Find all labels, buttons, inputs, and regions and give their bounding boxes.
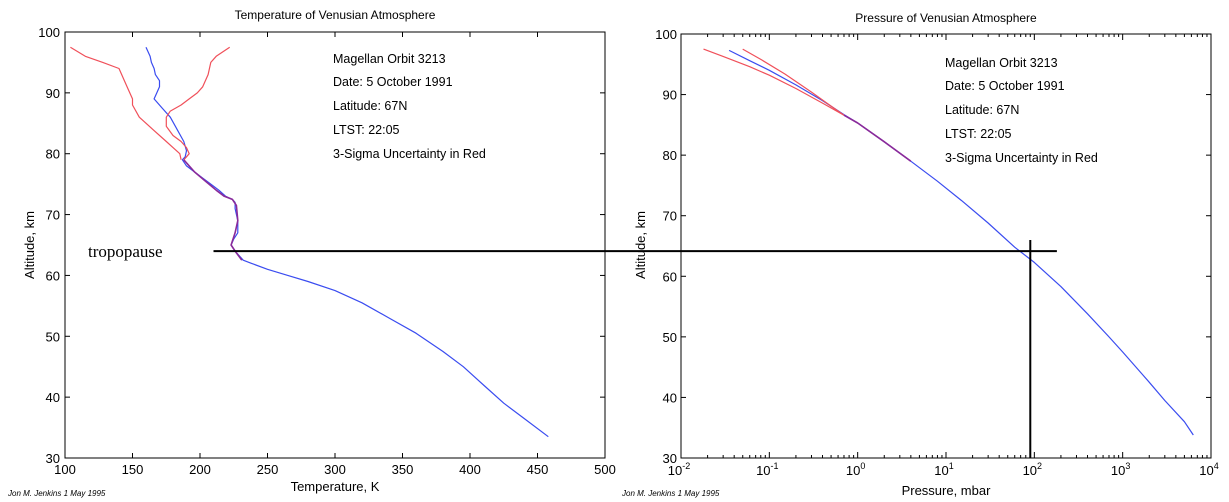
- y-tick-label: 60: [46, 268, 60, 283]
- y-tick-label: 50: [663, 330, 677, 345]
- temperature-x-ticks: 100 150 200 250 300 350 400 450 500: [54, 32, 616, 477]
- temperature-uncertainty-high-line: [165, 46, 231, 161]
- pressure-annotations: Magellan Orbit 3213 Date: 5 October 1991…: [945, 56, 1098, 165]
- annotation-latitude: Latitude: 67N: [333, 99, 407, 113]
- y-tick-label: 100: [655, 27, 677, 42]
- pressure-series: [703, 48, 1194, 436]
- pressure-x-ticks: 10-2 10-1 100 101 102 103 104: [668, 34, 1219, 478]
- x-tick-label: 500: [594, 462, 616, 477]
- temperature-panel: Temperature of Venusian Atmosphere 30 40 5…: [7, 8, 616, 498]
- y-tick-label: 80: [46, 147, 60, 162]
- y-tick-label: 40: [663, 390, 677, 405]
- x-tick-label: 104: [1199, 461, 1218, 478]
- temperature-y-axis-label: Altitude, km: [22, 211, 37, 279]
- pressure-credit: Jon M. Jenkins 1 May 1995: [621, 489, 720, 498]
- x-tick-label: 400: [459, 462, 481, 477]
- x-tick-label: 450: [527, 462, 549, 477]
- temperature-uncertainty-low-line: [70, 46, 182, 160]
- annotation-date: Date: 5 October 1991: [333, 75, 453, 89]
- annotation-latitude: Latitude: 67N: [945, 103, 1019, 117]
- temperature-series: [70, 46, 549, 438]
- annotation-orbit: Magellan Orbit 3213: [945, 56, 1058, 70]
- x-tick-label: 150: [122, 462, 144, 477]
- x-tick-label: 103: [1111, 461, 1130, 478]
- y-tick-label: 60: [663, 269, 677, 284]
- pressure-x-axis-label: Pressure, mbar: [902, 483, 992, 498]
- temperature-annotations: Magellan Orbit 3213 Date: 5 October 1991…: [333, 52, 486, 161]
- x-tick-label: 10-1: [756, 461, 778, 478]
- x-tick-label: 250: [257, 462, 279, 477]
- y-tick-label: 30: [663, 451, 677, 466]
- x-tick-label: 200: [189, 462, 211, 477]
- temperature-credit: Jon M. Jenkins 1 May 1995: [7, 489, 106, 498]
- y-tick-label: 100: [38, 25, 60, 40]
- y-tick-label: 30: [46, 451, 60, 466]
- y-tick-label: 70: [46, 208, 60, 223]
- x-tick-label: 100: [54, 462, 76, 477]
- y-tick-label: 80: [663, 148, 677, 163]
- y-tick-label: 70: [663, 209, 677, 224]
- temperature-chart-title: Temperature of Venusian Atmosphere: [235, 8, 436, 22]
- annotation-ltst: LTST: 22:05: [333, 123, 400, 137]
- temperature-x-axis-label: Temperature, K: [291, 479, 380, 494]
- annotation-date: Date: 5 October 1991: [945, 79, 1065, 93]
- x-tick-label: 102: [1023, 461, 1042, 478]
- pressure-plot-frame: [680, 33, 1212, 459]
- y-tick-label: 90: [663, 88, 677, 103]
- pressure-chart-title: Pressure of Venusian Atmosphere: [855, 11, 1037, 25]
- x-tick-label: 101: [934, 461, 953, 478]
- pressure-panel: Pressure of Venusian Atmosphere 30 40 50 60…: [621, 11, 1219, 498]
- x-tick-label: 300: [324, 462, 346, 477]
- annotation-orbit: Magellan Orbit 3213: [333, 52, 446, 66]
- temperature-y-ticks: 30 40 50 60 70 80 90 100: [38, 25, 605, 466]
- y-tick-label: 90: [46, 86, 60, 101]
- pressure-y-ticks: 30 40 50 60 70 80 90 100: [655, 27, 1211, 466]
- annotation-uncertainty-note: 3-Sigma Uncertainty in Red: [333, 147, 486, 161]
- temperature-overlap-line: [183, 159, 243, 261]
- pressure-uncertainty-low-line: [703, 48, 845, 116]
- tropopause-marker: tropopause: [88, 239, 1057, 458]
- pressure-profile-line: [728, 49, 1194, 436]
- pressure-y-axis-label: Altitude, km: [633, 211, 648, 279]
- tropopause-label: tropopause: [88, 242, 163, 261]
- y-tick-label: 50: [46, 329, 60, 344]
- y-tick-label: 40: [46, 390, 60, 405]
- annotation-ltst: LTST: 22:05: [945, 127, 1012, 141]
- annotation-uncertainty-note: 3-Sigma Uncertainty in Red: [945, 151, 1098, 165]
- x-tick-label: 350: [392, 462, 414, 477]
- pressure-uncertainty-high-line: [742, 48, 845, 116]
- x-tick-label: 100: [846, 461, 865, 478]
- x-tick-label: 10-2: [668, 461, 690, 478]
- pressure-overlap-line: [843, 114, 912, 162]
